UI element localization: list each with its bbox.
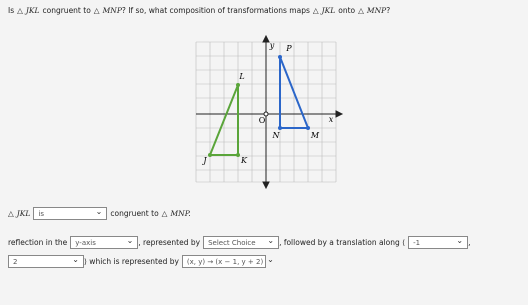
text: onto: [338, 6, 356, 15]
text: , followed by a translation along ⟨: [279, 238, 406, 247]
dropdown[interactable]: -1: [408, 236, 469, 249]
symbol: △: [312, 6, 319, 15]
point-label: M: [310, 131, 320, 140]
name: MNP.: [170, 209, 191, 218]
text: ,: [468, 238, 471, 247]
axes: [196, 34, 344, 190]
text: ?: [386, 6, 391, 15]
point-label: J: [201, 156, 207, 165]
text: congruent to: [42, 6, 91, 15]
answer-line: 2⟩ which is represented by (x, y) → (x −…: [8, 255, 266, 268]
answer-line: reflection in the y-axis, represented by…: [8, 236, 470, 249]
symbol: △: [161, 209, 168, 218]
symbol: △: [358, 6, 364, 15]
symbol: △: [93, 6, 100, 15]
name: JKL: [16, 209, 31, 218]
origin-label: O: [259, 116, 266, 125]
point-label: N: [272, 131, 281, 140]
text: ? If so, what composition of transformat…: [121, 6, 310, 15]
answer-line: △JKL is congruent to △MNP.: [8, 207, 191, 220]
dropdown[interactable]: (x, y) → (x − 1, y + 2): [181, 255, 266, 268]
point-label: L: [238, 72, 244, 81]
origin: [263, 111, 269, 117]
dropdown[interactable]: is: [33, 207, 108, 220]
name: MNP: [102, 6, 122, 15]
question: Is △ JKL congruent to △ MNP? If so, what c…: [8, 6, 390, 15]
axis-label: y: [269, 41, 275, 50]
text: Is: [8, 6, 15, 15]
dropdown[interactable]: y-axis: [70, 236, 139, 249]
graph: y x O P L N M J K: [195, 34, 344, 190]
point-label: K: [240, 156, 248, 165]
text: congruent to: [110, 209, 159, 218]
name: MNP: [366, 6, 387, 15]
text: reflection in the: [8, 238, 68, 247]
dropdown[interactable]: 2: [8, 255, 84, 268]
triangle-mnp: [279, 56, 310, 129]
text: ⟩ which is represented by: [84, 257, 179, 266]
text: , represented by: [138, 238, 201, 247]
symbol: △: [8, 209, 14, 218]
points: [208, 83, 240, 157]
dropdown[interactable]: Select Choice: [203, 236, 280, 249]
point-label: P: [285, 44, 292, 53]
axis-label: x: [329, 115, 334, 124]
name: JKL: [321, 6, 336, 15]
points: [278, 55, 310, 130]
symbol: △: [17, 6, 23, 15]
name: JKL: [25, 6, 40, 15]
triangle-jkl: [208, 84, 239, 156]
